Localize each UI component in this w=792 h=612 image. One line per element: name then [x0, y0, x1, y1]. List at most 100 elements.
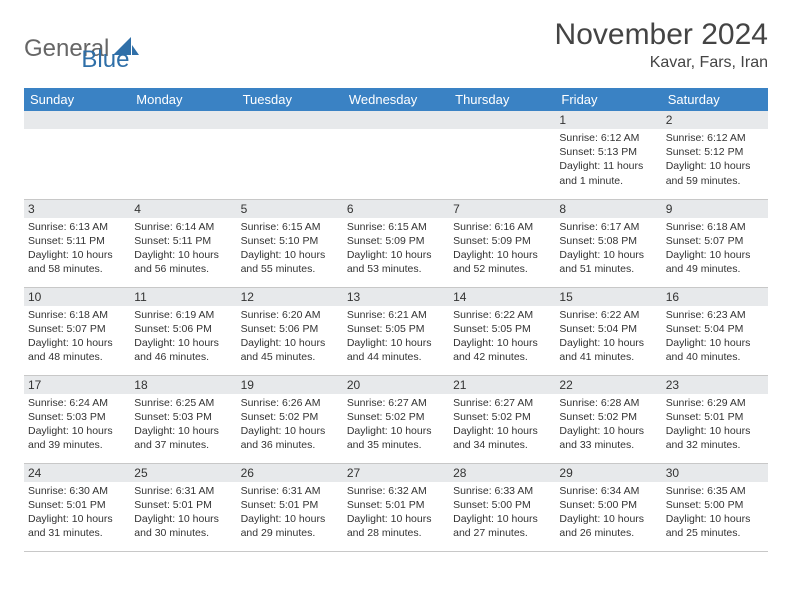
daylight-text: Daylight: 10 hours and 29 minutes. [241, 512, 339, 540]
calendar-day-cell [343, 111, 449, 199]
day-number: 21 [449, 376, 555, 394]
day-number [237, 111, 343, 129]
day-body: Sunrise: 6:28 AMSunset: 5:02 PMDaylight:… [555, 394, 661, 457]
calendar-day-cell: 21 Sunrise: 6:27 AMSunset: 5:02 PMDayligh… [449, 375, 555, 463]
daylight-text: Daylight: 10 hours and 34 minutes. [453, 424, 551, 452]
calendar-day-cell: 6Sunrise: 6:15 AMSunset: 5:09 PMDaylight… [343, 199, 449, 287]
sunset-text: Sunset: 5:02 PM [347, 410, 445, 424]
sunrise-text: Sunrise: 6:14 AM [134, 220, 232, 234]
calendar-day-cell: 23Sunrise: 6:29 AMSunset: 5:01 PMDayligh… [662, 375, 768, 463]
day-body: Sunrise: 6:19 AMSunset: 5:06 PMDaylight:… [130, 306, 236, 369]
day-number: 2 [662, 111, 768, 129]
daylight-text: Daylight: 10 hours and 45 minutes. [241, 336, 339, 364]
day-number: 5 [237, 200, 343, 218]
day-body: Sunrise: 6:26 AMSunset: 5:02 PMDaylight:… [237, 394, 343, 457]
daylight-text: Daylight: 10 hours and 31 minutes. [28, 512, 126, 540]
daylight-text: Daylight: 10 hours and 53 minutes. [347, 248, 445, 276]
sunrise-text: Sunrise: 6:27 AM [453, 396, 551, 410]
day-number: 7 [449, 200, 555, 218]
sunrise-text: Sunrise: 6:24 AM [28, 396, 126, 410]
day-body: Sunrise: 6:23 AMSunset: 5:04 PMDaylight:… [662, 306, 768, 369]
day-number: 14 [449, 288, 555, 306]
sunrise-text: Sunrise: 6:22 AM [453, 308, 551, 322]
daylight-text: Daylight: 10 hours and 32 minutes. [666, 424, 764, 452]
calendar-day-cell: 9Sunrise: 6:18 AMSunset: 5:07 PMDaylight… [662, 199, 768, 287]
calendar-day-cell: 11Sunrise: 6:19 AMSunset: 5:06 PMDayligh… [130, 287, 236, 375]
sunrise-text: Sunrise: 6:18 AM [666, 220, 764, 234]
sunset-text: Sunset: 5:02 PM [241, 410, 339, 424]
sunset-text: Sunset: 5:01 PM [28, 498, 126, 512]
day-body: Sunrise: 6:29 AMSunset: 5:01 PMDaylight:… [662, 394, 768, 457]
sunrise-text: Sunrise: 6:23 AM [666, 308, 764, 322]
day-number: 10 [24, 288, 130, 306]
daylight-text: Daylight: 10 hours and 51 minutes. [559, 248, 657, 276]
weekday-header: Tuesday [237, 88, 343, 111]
sunset-text: Sunset: 5:09 PM [453, 234, 551, 248]
sunset-text: Sunset: 5:01 PM [347, 498, 445, 512]
sunset-text: Sunset: 5:09 PM [347, 234, 445, 248]
day-body: Sunrise: 6:32 AMSunset: 5:01 PMDaylight:… [343, 482, 449, 545]
sunrise-text: Sunrise: 6:25 AM [134, 396, 232, 410]
day-number: 6 [343, 200, 449, 218]
day-number: 26 [237, 464, 343, 482]
day-body: Sunrise: 6:27 AMSunset: 5:02 PMDaylight:… [343, 394, 449, 457]
day-body: Sunrise: 6:14 AMSunset: 5:11 PMDaylight:… [130, 218, 236, 281]
daylight-text: Daylight: 10 hours and 25 minutes. [666, 512, 764, 540]
sunset-text: Sunset: 5:02 PM [453, 410, 551, 424]
day-number: 8 [555, 200, 661, 218]
daylight-text: Daylight: 10 hours and 42 minutes. [453, 336, 551, 364]
sunrise-text: Sunrise: 6:26 AM [241, 396, 339, 410]
weekday-header: Saturday [662, 88, 768, 111]
day-body: Sunrise: 6:35 AMSunset: 5:00 PMDaylight:… [662, 482, 768, 545]
calendar-day-cell: 17Sunrise: 6:24 AMSunset: 5:03 PMDayligh… [24, 375, 130, 463]
day-number: 9 [662, 200, 768, 218]
daylight-text: Daylight: 10 hours and 52 minutes. [453, 248, 551, 276]
sunset-text: Sunset: 5:02 PM [559, 410, 657, 424]
day-number: 24 [24, 464, 130, 482]
page-title: November 2024 [555, 18, 768, 52]
day-number: 25 [130, 464, 236, 482]
calendar-table: Sunday Monday Tuesday Wednesday Thursday… [24, 88, 768, 552]
day-body: Sunrise: 6:34 AMSunset: 5:00 PMDaylight:… [555, 482, 661, 545]
calendar-day-cell: 26Sunrise: 6:31 AMSunset: 5:01 PMDayligh… [237, 463, 343, 551]
logo: General Blue [24, 18, 129, 74]
day-number: 12 [237, 288, 343, 306]
calendar-day-cell [237, 111, 343, 199]
weekday-header: Friday [555, 88, 661, 111]
sunset-text: Sunset: 5:07 PM [666, 234, 764, 248]
day-body: Sunrise: 6:31 AMSunset: 5:01 PMDaylight:… [237, 482, 343, 545]
calendar-week-row: 17Sunrise: 6:24 AMSunset: 5:03 PMDayligh… [24, 375, 768, 463]
sunrise-text: Sunrise: 6:21 AM [347, 308, 445, 322]
sunrise-text: Sunrise: 6:22 AM [559, 308, 657, 322]
sunset-text: Sunset: 5:05 PM [347, 322, 445, 336]
sunrise-text: Sunrise: 6:15 AM [241, 220, 339, 234]
daylight-text: Daylight: 10 hours and 33 minutes. [559, 424, 657, 452]
weekday-header: Wednesday [343, 88, 449, 111]
calendar-day-cell: 27Sunrise: 6:32 AMSunset: 5:01 PMDayligh… [343, 463, 449, 551]
daylight-text: Daylight: 10 hours and 30 minutes. [134, 512, 232, 540]
sunset-text: Sunset: 5:06 PM [134, 322, 232, 336]
sunset-text: Sunset: 5:12 PM [666, 145, 764, 159]
day-number [24, 111, 130, 129]
sunset-text: Sunset: 5:11 PM [134, 234, 232, 248]
weekday-header: Sunday [24, 88, 130, 111]
calendar-day-cell: 30Sunrise: 6:35 AMSunset: 5:00 PMDayligh… [662, 463, 768, 551]
sunrise-text: Sunrise: 6:30 AM [28, 484, 126, 498]
day-number: 15 [555, 288, 661, 306]
calendar-day-cell: 13Sunrise: 6:21 AMSunset: 5:05 PMDayligh… [343, 287, 449, 375]
day-number: 1 [555, 111, 661, 129]
day-body: Sunrise: 6:33 AMSunset: 5:00 PMDaylight:… [449, 482, 555, 545]
sunset-text: Sunset: 5:01 PM [134, 498, 232, 512]
daylight-text: Daylight: 10 hours and 35 minutes. [347, 424, 445, 452]
sunset-text: Sunset: 5:07 PM [28, 322, 126, 336]
day-body: Sunrise: 6:24 AMSunset: 5:03 PMDaylight:… [24, 394, 130, 457]
calendar-day-cell: 3Sunrise: 6:13 AMSunset: 5:11 PMDaylight… [24, 199, 130, 287]
day-number: 11 [130, 288, 236, 306]
sunrise-text: Sunrise: 6:32 AM [347, 484, 445, 498]
calendar-day-cell: 8Sunrise: 6:17 AMSunset: 5:08 PMDaylight… [555, 199, 661, 287]
sunrise-text: Sunrise: 6:27 AM [347, 396, 445, 410]
weekday-header: Monday [130, 88, 236, 111]
day-body: Sunrise: 6:12 AMSunset: 5:12 PMDaylight:… [662, 129, 768, 192]
calendar-day-cell: 29Sunrise: 6:34 AMSunset: 5:00 PMDayligh… [555, 463, 661, 551]
day-number: 16 [662, 288, 768, 306]
